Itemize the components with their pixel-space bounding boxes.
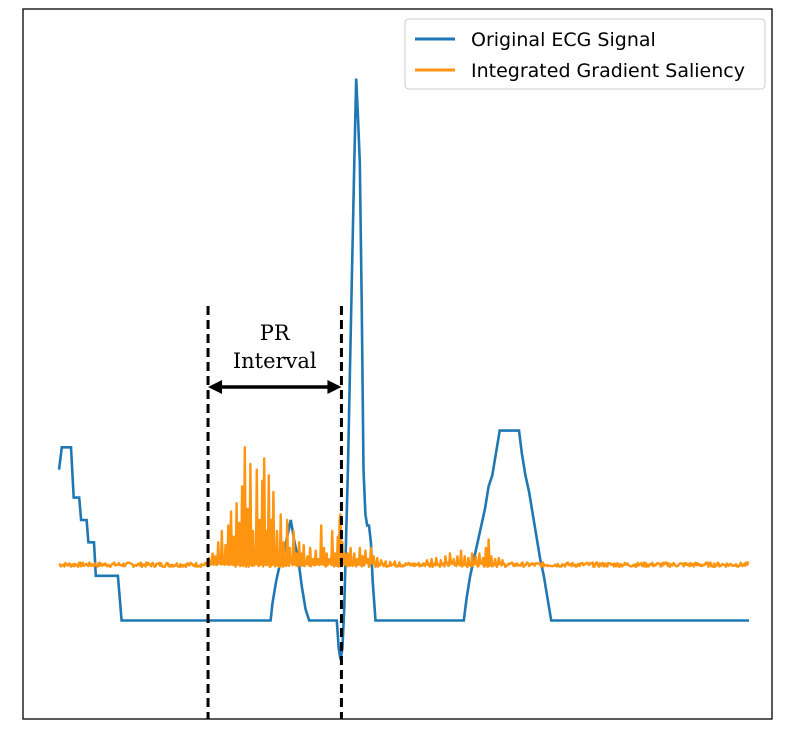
annotation-layer: PR Interval [206,306,343,719]
pr-interval-arrowhead-right [327,380,342,394]
legend: Original ECG Signal Integrated Gradient S… [404,18,766,90]
series-line-original-ecg-signal [57,78,749,660]
legend-label-1: Original ECG Signal [471,29,656,51]
pr-interval-label-line-2: Interval [233,349,317,373]
series-layer [57,78,750,660]
legend-label-2: Integrated Gradient Saliency [471,60,745,82]
series-line-integrated-gradient-saliency [58,446,750,569]
legend-box [404,18,766,90]
pr-interval-arrowhead-left [208,380,223,394]
pr-interval-label-line-1: PR [260,321,291,345]
plot-frame [22,8,773,720]
